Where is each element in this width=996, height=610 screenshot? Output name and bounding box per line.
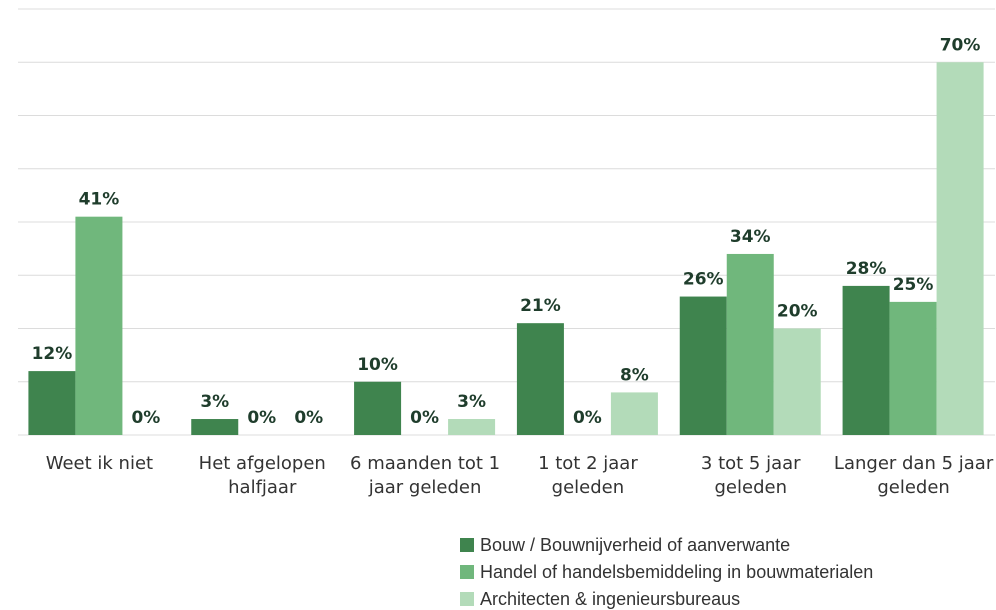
- legend-item: Handel of handelsbemiddeling in bouwmate…: [460, 559, 873, 585]
- legend-label: Bouw / Bouwnijverheid of aanverwante: [480, 534, 791, 555]
- data-label: 34%: [730, 227, 771, 247]
- data-label: 0%: [131, 408, 160, 428]
- legend-label: Handel of handelsbemiddeling in bouwmate…: [480, 561, 874, 582]
- data-label: 70%: [940, 35, 981, 55]
- x-tick-label: 1 tot 2 jaar geleden: [538, 453, 638, 498]
- data-label: 8%: [620, 365, 649, 385]
- x-tick-label: Het afgelopen halfjaar: [198, 453, 326, 498]
- legend-item: Architecten & ingenieursbureaus: [460, 586, 740, 610]
- data-label: 0%: [573, 408, 602, 428]
- bar: [28, 371, 76, 435]
- bar: [842, 285, 890, 435]
- data-label: 3%: [200, 392, 229, 412]
- legend-item: Bouw / Bouwnijverheid of aanverwante: [460, 532, 790, 558]
- data-label: 20%: [777, 302, 818, 322]
- data-label: 21%: [520, 296, 561, 316]
- data-label: 10%: [357, 355, 398, 375]
- bar: [516, 323, 564, 435]
- data-label: 0%: [247, 408, 276, 428]
- data-label: 28%: [846, 259, 887, 279]
- x-tick-label: Langer dan 5 jaar geleden: [833, 453, 994, 498]
- bar: [354, 381, 402, 435]
- data-label: 12%: [32, 344, 73, 364]
- data-label: 26%: [683, 270, 724, 290]
- data-label: 0%: [294, 408, 323, 428]
- x-tick-label: 3 tot 5 jaar geleden: [700, 453, 801, 498]
- data-label: 41%: [79, 190, 120, 210]
- data-label: 25%: [893, 275, 934, 295]
- x-tick-label: 6 maanden tot 1 jaar geleden: [350, 453, 501, 498]
- bar: [726, 253, 774, 435]
- x-tick-label: Weet ik niet: [45, 453, 154, 474]
- legend-label: Architecten & ingenieursbureaus: [480, 588, 741, 609]
- bar: [936, 62, 984, 435]
- legend-swatch: [460, 538, 474, 552]
- bar: [773, 328, 821, 435]
- bar: [679, 296, 727, 435]
- bar: [610, 392, 658, 435]
- bar: [191, 419, 239, 435]
- bar: [75, 216, 123, 435]
- data-label: 0%: [410, 408, 439, 428]
- bar: [889, 301, 937, 435]
- data-label: 3%: [457, 392, 486, 412]
- legend-swatch: [460, 565, 474, 579]
- legend-swatch: [460, 592, 474, 606]
- bar: [448, 419, 496, 435]
